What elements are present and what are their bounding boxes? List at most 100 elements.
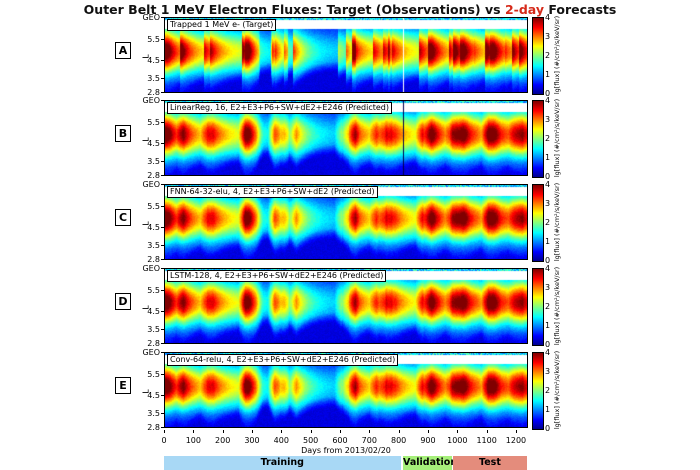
colorbar-tick-label: 0 xyxy=(545,424,551,433)
y-tick-label: 4.5 xyxy=(147,139,160,148)
x-tick-label: 100 xyxy=(185,436,201,445)
figure-title: Outer Belt 1 MeV Electron Fluxes: Target… xyxy=(83,2,617,17)
y-tick-mark xyxy=(161,290,164,291)
split-test: Test xyxy=(452,456,527,470)
colorbar-tick-label: 0 xyxy=(545,172,551,181)
x-tick-mark xyxy=(457,430,459,433)
x-tick-mark xyxy=(398,430,400,433)
colorbar-tick-label: 2 xyxy=(545,51,551,60)
y-tick-mark xyxy=(161,245,164,246)
x-tick-label: 1000 xyxy=(447,436,468,445)
y-tick-label: 3.5 xyxy=(147,409,160,418)
split-validation: Validation xyxy=(403,456,458,470)
panel-label: LinearReg, 16, E2+E3+P6+SW+dE2+E246 (Pre… xyxy=(167,102,393,114)
y-tick-label: 3.5 xyxy=(147,241,160,250)
y-tick-mark xyxy=(161,175,164,176)
colorbar xyxy=(532,17,544,95)
x-tick-mark xyxy=(193,430,195,433)
y-tick-mark xyxy=(161,78,164,79)
panel-label: Trapped 1 MeV e- (Target) xyxy=(167,19,277,31)
colorbar-tick-label: 1 xyxy=(545,70,551,79)
x-tick-label: 500 xyxy=(303,436,319,445)
heatmap-panel-D: LSTM-128, 4, E2+E3+P6+SW+dE2+E246 (Predi… xyxy=(164,268,528,344)
y-tick-label: 3.5 xyxy=(147,157,160,166)
colorbar-tick-label: 0 xyxy=(545,89,551,98)
colorbar-label: lg[flux] (#/cm²/s/keV/sr) xyxy=(553,98,561,178)
colorbar-tick-label: 0 xyxy=(545,256,551,265)
y-tick-label: 5.5 xyxy=(147,370,160,379)
title-highlight: 2-day xyxy=(504,2,544,17)
y-tick-label: 3.5 xyxy=(147,325,160,334)
x-tick-mark xyxy=(339,430,341,433)
colorbar-tick-label: 4 xyxy=(545,348,551,357)
panel-label: Conv-64-relu, 4, E2+E3+P6+SW+dE2+E246 (P… xyxy=(167,354,399,366)
y-tick-label: 5.5 xyxy=(147,35,160,44)
colorbar-tick-label: 2 xyxy=(545,134,551,143)
colorbar-tick-label: 3 xyxy=(545,32,551,41)
colorbar-tick-label: 3 xyxy=(545,199,551,208)
y-tick-mark xyxy=(161,413,164,414)
y-tick-mark xyxy=(161,343,164,344)
colorbar-tick-label: 3 xyxy=(545,367,551,376)
colorbar-label: lg[flux] (#/cm²/s/keV/sr) xyxy=(553,182,561,262)
axes-frame xyxy=(164,100,528,176)
y-tick-mark xyxy=(161,268,164,269)
y-tick-label: 2.8 xyxy=(147,423,160,432)
y-tick-mark xyxy=(161,17,164,18)
heatmap-panel-B: LinearReg, 16, E2+E3+P6+SW+dE2+E246 (Pre… xyxy=(164,100,528,176)
y-tick-label: 2.8 xyxy=(147,255,160,264)
x-tick-mark xyxy=(515,430,517,433)
panel-letter-C: C xyxy=(115,209,131,226)
colorbar xyxy=(532,352,544,430)
y-tick-mark xyxy=(161,352,164,353)
heatmap-panel-E: Conv-64-relu, 4, E2+E3+P6+SW+dE2+E246 (P… xyxy=(164,352,528,428)
x-tick-mark xyxy=(164,430,165,433)
colorbar xyxy=(532,100,544,178)
axes-frame xyxy=(164,268,528,344)
colorbar-tick-label: 2 xyxy=(545,218,551,227)
colorbar-tick-label: 1 xyxy=(545,405,551,414)
y-tick-mark xyxy=(161,329,164,330)
colorbar-tick-label: 1 xyxy=(545,237,551,246)
y-tick-label: 4.5 xyxy=(147,391,160,400)
y-tick-mark xyxy=(161,100,164,101)
colorbar-tick-label: 1 xyxy=(545,153,551,162)
colorbar-tick-label: 2 xyxy=(545,302,551,311)
colorbar-tick-label: 4 xyxy=(545,13,551,22)
y-tick-mark xyxy=(161,395,164,396)
axes-frame xyxy=(164,184,528,260)
x-tick-mark xyxy=(486,430,488,433)
colorbar-tick-label: 4 xyxy=(545,180,551,189)
colorbar-tick-label: 4 xyxy=(545,96,551,105)
y-tick-mark xyxy=(161,161,164,162)
colorbar-tick-label: 4 xyxy=(545,264,551,273)
x-tick-mark xyxy=(281,430,283,433)
y-tick-mark xyxy=(161,227,164,228)
y-tick-label: 4.5 xyxy=(147,56,160,65)
x-tick-label: 1200 xyxy=(505,436,527,445)
panel-letter-E: E xyxy=(115,377,131,394)
y-tick-label: GEO xyxy=(142,180,160,189)
heatmap-panel-C: FNN-64-32-elu, 4, E2+E3+P6+SW+dE2 (Predi… xyxy=(164,184,528,260)
y-tick-label: GEO xyxy=(142,264,160,273)
heatmap-panel-A: Trapped 1 MeV e- (Target) xyxy=(164,17,528,93)
x-tick-label: 600 xyxy=(332,436,348,445)
y-tick-mark xyxy=(161,311,164,312)
colorbar xyxy=(532,184,544,262)
colorbar-label: lg[flux] (#/cm²/s/keV/sr) xyxy=(553,15,561,95)
y-tick-mark xyxy=(161,92,164,93)
x-axis-label: Days from 2013/02/20 xyxy=(301,446,391,455)
panel-letter-B: B xyxy=(115,125,131,142)
colorbar-tick-label: 1 xyxy=(545,321,551,330)
x-tick-label: 900 xyxy=(420,436,436,445)
x-tick-label: 200 xyxy=(215,436,231,445)
y-tick-mark xyxy=(161,143,164,144)
colorbar-label: lg[flux] (#/cm²/s/keV/sr) xyxy=(553,350,561,430)
panel-letter-D: D xyxy=(115,293,131,310)
x-tick-label: 700 xyxy=(361,436,377,445)
y-tick-label: 5.5 xyxy=(147,202,160,211)
split-training: Training xyxy=(164,456,401,470)
x-tick-label: 800 xyxy=(391,436,407,445)
y-tick-label: 3.5 xyxy=(147,74,160,83)
